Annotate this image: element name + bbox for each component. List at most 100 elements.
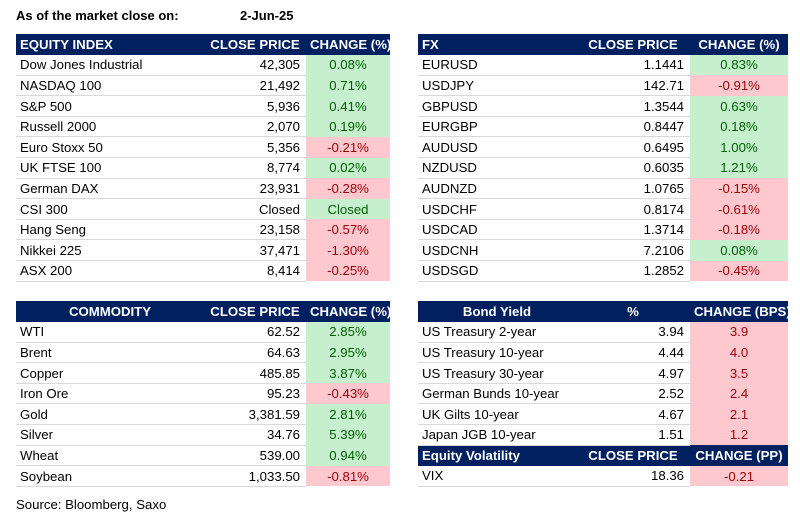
- fx-col-change-header: CHANGE (%): [690, 34, 788, 55]
- fx-row-change: 0.18%: [690, 116, 788, 137]
- fx-row-change: 1.21%: [690, 157, 788, 179]
- equity-row-change: -0.21%: [306, 136, 390, 158]
- bond-row: Japan JGB 10-year 1.51 1.2: [418, 424, 788, 446]
- equity-col-price-header: CLOSE PRICE: [204, 34, 306, 55]
- equity-row-price: 2,070: [204, 116, 306, 138]
- commodity-row: Copper 485.85 3.87%: [16, 362, 390, 384]
- fx-row-name: NZDUSD: [418, 157, 576, 179]
- commodity-row-name: Soybean: [16, 465, 204, 487]
- fx-row-name: USDCHF: [418, 198, 576, 220]
- commodity-table: COMMODITY CLOSE PRICE CHANGE (%) WTI 62.5…: [16, 301, 390, 487]
- fx-row: AUDUSD 0.6495 1.00%: [418, 136, 788, 159]
- commodity-row: Iron Ore 95.23 -0.43%: [16, 383, 390, 405]
- bond-col-name-header: Bond Yield: [418, 301, 576, 322]
- equity-row: ASX 200 8,414 -0.25%: [16, 260, 390, 282]
- equity-row: Hang Seng 23,158 -0.57%: [16, 219, 390, 241]
- fx-table: FX CLOSE PRICE CHANGE (%) EURUSD 1.1441 0.…: [418, 34, 788, 282]
- fx-row-change: 0.08%: [690, 239, 788, 261]
- fx-row: NZDUSD 0.6035 1.21%: [418, 157, 788, 179]
- commodity-row-change: 0.94%: [306, 445, 390, 466]
- equity-row-price: 23,158: [204, 219, 306, 241]
- bond-row-name: German Bunds 10-year: [418, 383, 576, 405]
- commodity-row-price: 485.85: [204, 362, 306, 384]
- fx-row-price: 0.8447: [576, 116, 690, 138]
- fx-row-name: USDSGD: [418, 260, 576, 282]
- fx-row: USDCAD 1.3714 -0.18%: [418, 219, 788, 241]
- bond-row-change: 2.1: [690, 403, 788, 425]
- equity-row-name: German DAX: [16, 178, 204, 200]
- equity-row: Dow Jones Industrial 42,305 0.08%: [16, 54, 390, 76]
- commodity-row-name: Gold: [16, 403, 204, 426]
- market-close-header: As of the market close on: 2-Jun-25: [16, 8, 293, 23]
- equity-row: Russell 2000 2,070 0.19%: [16, 116, 390, 138]
- equity-row-price: 21,492: [204, 75, 306, 97]
- commodity-row-name: Wheat: [16, 445, 204, 467]
- volatility-row-price: 18.36: [576, 465, 690, 487]
- bond-row: US Treasury 30-year 4.97 3.5: [418, 362, 788, 384]
- equity-row-price: Closed: [204, 198, 306, 220]
- commodity-row: Gold 3,381.59 2.81%: [16, 403, 390, 426]
- equity-row-name: UK FTSE 100: [16, 157, 204, 179]
- bond-row-price: 1.51: [576, 424, 690, 446]
- equity-row: Euro Stoxx 50 5,356 -0.21%: [16, 136, 390, 159]
- commodity-row-name: WTI: [16, 321, 204, 343]
- commodity-row-change: 5.39%: [306, 424, 390, 446]
- commodity-col-price-header: CLOSE PRICE: [204, 301, 306, 322]
- equity-row-change: 0.41%: [306, 95, 390, 117]
- equity-col-name-header: EQUITY INDEX: [16, 34, 204, 55]
- fx-row-price: 1.1441: [576, 54, 690, 76]
- equity-row: CSI 300 Closed Closed: [16, 198, 390, 220]
- commodity-row-name: Iron Ore: [16, 383, 204, 405]
- equity-row-change: -0.28%: [306, 178, 390, 199]
- fx-col-price-header: CLOSE PRICE: [576, 34, 690, 55]
- commodity-row-change: -0.43%: [306, 383, 390, 404]
- bond-row: German Bunds 10-year 2.52 2.4: [418, 383, 788, 405]
- equity-header-row: EQUITY INDEX CLOSE PRICE CHANGE (%): [16, 34, 390, 55]
- equity-row-name: Russell 2000: [16, 116, 204, 138]
- fx-row-price: 1.3544: [576, 95, 690, 117]
- bond-row-price: 4.67: [576, 403, 690, 426]
- bond-row-change: 2.4: [690, 383, 788, 404]
- fx-row-price: 1.2852: [576, 260, 690, 282]
- bond-row-change: 1.2: [690, 424, 788, 446]
- equity-index-table: EQUITY INDEX CLOSE PRICE CHANGE (%) Dow …: [16, 34, 390, 282]
- volatility-header-row: Equity Volatility CLOSE PRICE CHANGE (PP…: [418, 445, 788, 466]
- equity-row-change: 0.71%: [306, 75, 390, 96]
- equity-row-price: 37,471: [204, 239, 306, 262]
- equity-col-change-header: CHANGE (%): [306, 34, 390, 55]
- equity-row: Nikkei 225 37,471 -1.30%: [16, 239, 390, 262]
- bond-row-change: 3.5: [690, 362, 788, 384]
- commodity-row-name: Silver: [16, 424, 204, 446]
- commodity-row-price: 95.23: [204, 383, 306, 405]
- fx-row-name: USDJPY: [418, 75, 576, 97]
- bond-row-price: 3.94: [576, 321, 690, 343]
- commodity-row-change: 2.81%: [306, 403, 390, 425]
- equity-row-change: 0.08%: [306, 54, 390, 76]
- bond-row-change: 4.0: [690, 342, 788, 363]
- bond-row-name: US Treasury 2-year: [418, 321, 576, 343]
- commodity-row: Wheat 539.00 0.94%: [16, 445, 390, 467]
- fx-row-price: 0.8174: [576, 198, 690, 220]
- commodity-row-price: 62.52: [204, 321, 306, 343]
- commodity-row: WTI 62.52 2.85%: [16, 321, 390, 343]
- bond-yield-table: Bond Yield % CHANGE (BPS) US Treasury 2-…: [418, 301, 788, 487]
- fx-row-name: EURUSD: [418, 54, 576, 76]
- bond-row: US Treasury 10-year 4.44 4.0: [418, 342, 788, 364]
- commodity-row: Silver 34.76 5.39%: [16, 424, 390, 446]
- fx-row: USDSGD 1.2852 -0.45%: [418, 260, 788, 282]
- volatility-row-name: VIX: [418, 465, 576, 487]
- fx-row-name: GBPUSD: [418, 95, 576, 117]
- equity-row-name: CSI 300: [16, 198, 204, 220]
- market-close-label: As of the market close on:: [16, 8, 179, 23]
- source-note: Source: Bloomberg, Saxo: [16, 497, 167, 512]
- bond-header-row: Bond Yield % CHANGE (BPS): [418, 301, 788, 322]
- commodity-header-row: COMMODITY CLOSE PRICE CHANGE (%): [16, 301, 390, 322]
- equity-row: German DAX 23,931 -0.28%: [16, 178, 390, 200]
- bond-row-name: US Treasury 30-year: [418, 362, 576, 384]
- commodity-row-price: 1,033.50: [204, 465, 306, 487]
- fx-col-name-header: FX: [418, 34, 576, 55]
- bond-row-name: Japan JGB 10-year: [418, 424, 576, 446]
- fx-row-name: USDCAD: [418, 219, 576, 241]
- fx-row-change: -0.18%: [690, 219, 788, 240]
- equity-row-name: Nikkei 225: [16, 239, 204, 262]
